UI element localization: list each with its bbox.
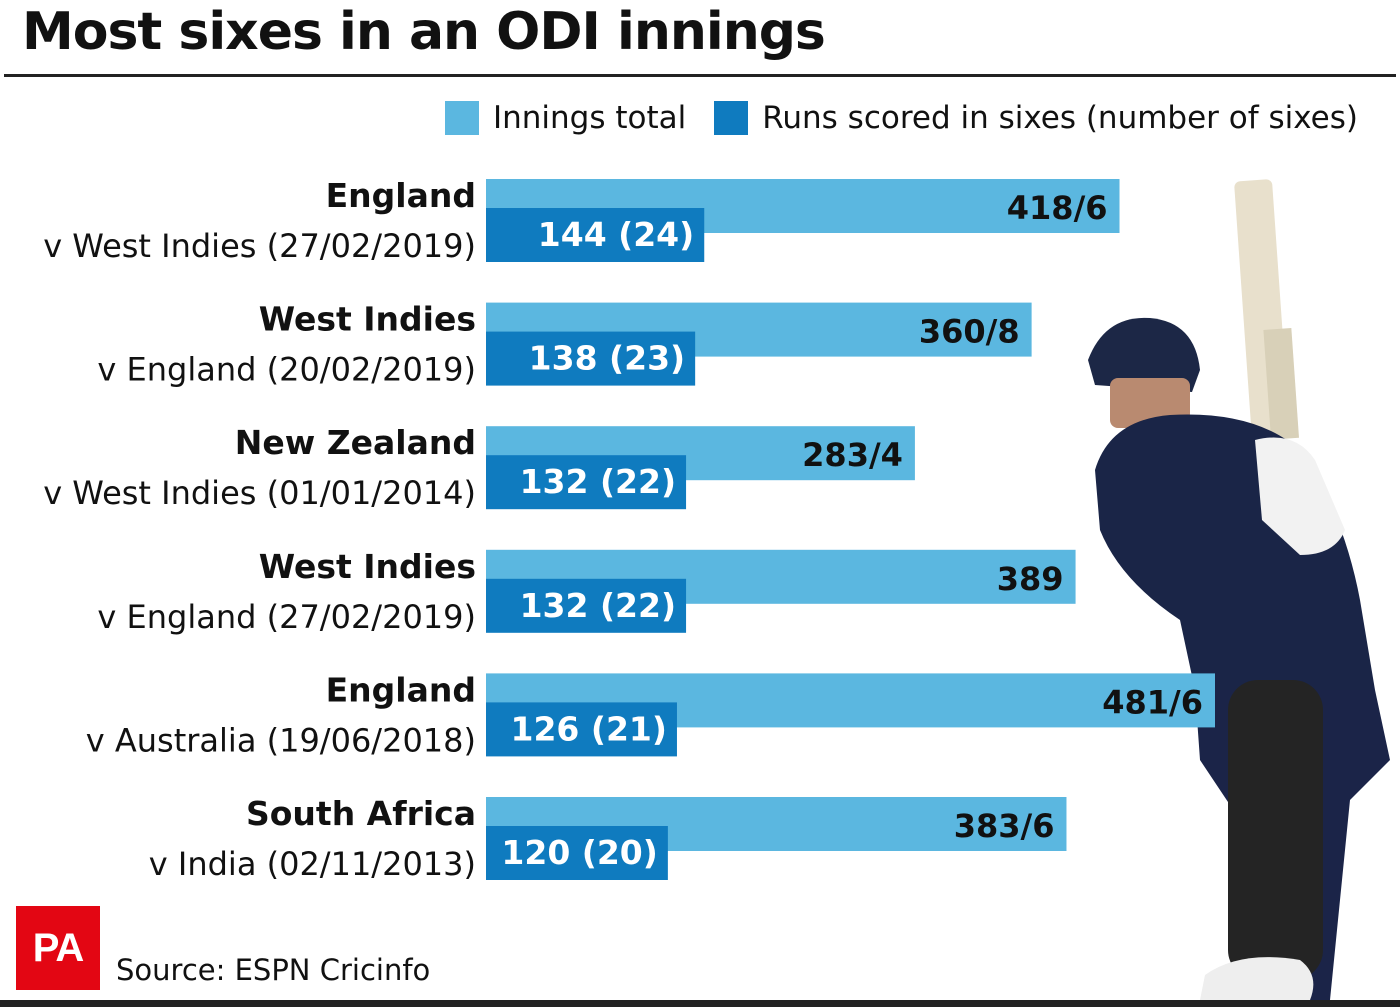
value-label-sixes: 126 (21) xyxy=(510,709,666,748)
bar-six-runs xyxy=(486,826,668,880)
bar-six-runs xyxy=(486,702,677,757)
value-label-total: 383/6 xyxy=(954,807,1055,845)
category-label-match: v England (27/02/2019) xyxy=(97,598,476,636)
legend-item-total: Innings total xyxy=(444,100,687,136)
bottom-rule xyxy=(0,1000,1400,1007)
value-label-sixes: 138 (23) xyxy=(529,339,685,378)
legend-item-sixes: Runs scored in sixes (number of sixes) xyxy=(714,100,1358,136)
legend-label-sixes: Runs scored in sixes (number of sixes) xyxy=(762,100,1358,136)
bar-six-runs xyxy=(486,455,687,510)
category-label-match: v West Indies (01/01/2014) xyxy=(43,474,476,512)
value-label-total: 360/8 xyxy=(919,313,1020,351)
category-label-team: West Indies xyxy=(259,547,476,586)
pa-logo: PA xyxy=(16,906,100,990)
category-label-team: South Africa xyxy=(246,794,476,833)
batting-pad-icon xyxy=(1228,680,1323,980)
bar-six-runs xyxy=(486,331,696,386)
category-label-team: England xyxy=(326,176,476,215)
title-divider xyxy=(4,74,1396,77)
category-label-match: v India (02/11/2013) xyxy=(149,845,476,883)
value-label-total: 481/6 xyxy=(1102,683,1203,721)
helmet-icon xyxy=(1088,317,1200,392)
value-label-sixes: 132 (22) xyxy=(520,462,676,501)
value-label-sixes: 120 (20) xyxy=(501,833,657,872)
legend-label-total: Innings total xyxy=(492,100,687,136)
cricket-bat-icon xyxy=(1234,179,1300,441)
category-label-match: v West Indies (27/02/2019) xyxy=(43,227,476,265)
player-illustration xyxy=(1088,179,1390,1000)
value-label-total: 283/4 xyxy=(802,436,903,474)
value-label-total: 418/6 xyxy=(1007,189,1108,227)
category-label-match: v Australia (19/06/2018) xyxy=(86,721,476,759)
value-label-sixes: 144 (24) xyxy=(538,215,694,254)
legend-swatch-sixes xyxy=(714,101,749,135)
chart-title: Most sixes in an ODI innings xyxy=(22,2,826,62)
category-label-team: England xyxy=(326,670,476,709)
legend: Innings total Runs scored in sixes (numb… xyxy=(417,100,1358,136)
category-label-match: v England (20/02/2019) xyxy=(97,351,476,389)
legend-swatch-total xyxy=(444,101,479,135)
category-label-team: West Indies xyxy=(259,300,476,339)
shoe-icon xyxy=(1200,957,1314,1000)
bar-six-runs xyxy=(486,208,705,262)
source-note: Source: ESPN Cricinfo xyxy=(116,953,431,987)
category-label-team: New Zealand xyxy=(235,423,476,462)
gloves-icon xyxy=(1255,437,1345,555)
player-body-icon xyxy=(1095,414,1375,690)
value-label-total: 389 xyxy=(997,560,1064,598)
bar-six-runs xyxy=(486,578,687,633)
value-label-sixes: 132 (22) xyxy=(520,586,676,625)
